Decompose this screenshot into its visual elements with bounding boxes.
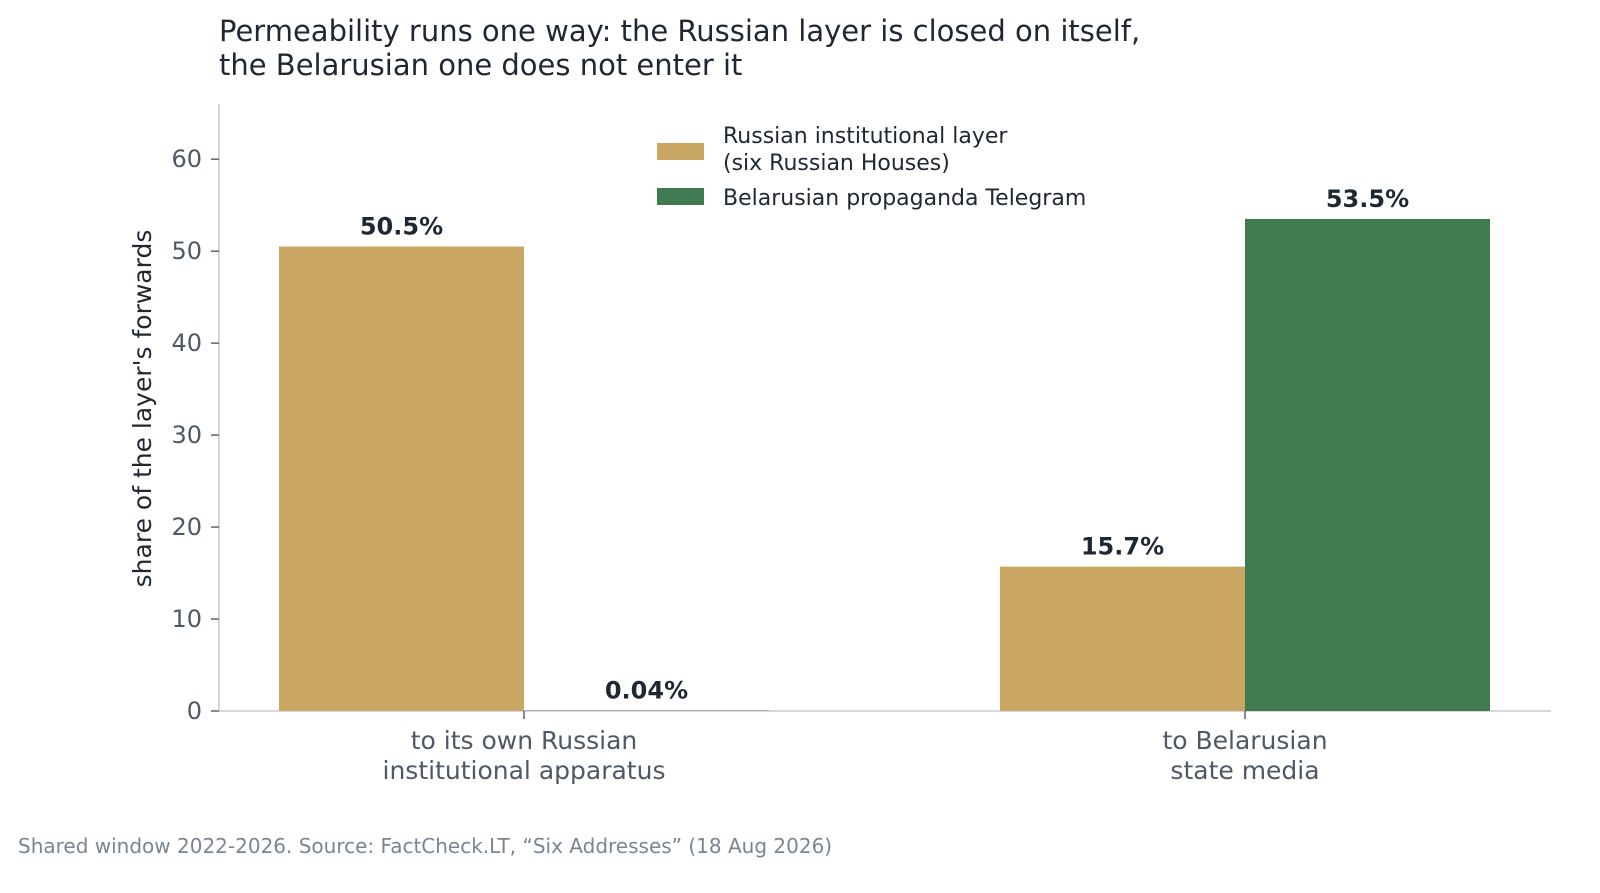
- title-line-1: Permeability runs one way: the Russian l…: [219, 14, 1140, 48]
- source-note-text: Shared window 2022-2026. Source: FactChe…: [18, 834, 832, 858]
- bar-series1-cat1: [279, 246, 524, 711]
- bars: [279, 218, 1490, 711]
- y-tick-label: 20: [171, 513, 202, 541]
- legend-label-series2: Belarusian propaganda Telegram: [723, 186, 1086, 211]
- data-label-series2-cat2: 53.5%: [1326, 185, 1409, 213]
- bar-series1-cat2: [1000, 566, 1245, 711]
- x-category-label: to Belarusian: [1162, 726, 1327, 755]
- data-label-series1-cat2: 15.7%: [1081, 533, 1164, 561]
- y-axis-title: share of the layer's forwards: [128, 230, 157, 588]
- y-tick-label: 60: [171, 145, 202, 173]
- y-axis-label: share of the layer's forwards: [128, 230, 157, 588]
- x-category-label: institutional apparatus: [383, 756, 666, 785]
- legend: Russian institutional layer(six Russian …: [657, 124, 1086, 211]
- data-labels: 50.5% 15.7% 0.04% 53.5%: [360, 185, 1409, 705]
- legend-label-series1: (six Russian Houses): [723, 151, 950, 176]
- y-tick-label: 30: [171, 421, 202, 449]
- bar-series2-cat2: [1245, 218, 1490, 711]
- legend-swatch-series2: [657, 188, 704, 205]
- y-tick-label: 40: [171, 329, 202, 357]
- source-note: Shared window 2022-2026. Source: FactChe…: [18, 834, 832, 858]
- legend-swatch-series1: [657, 143, 704, 160]
- title-line-2: the Belarusian one does not enter it: [219, 48, 742, 82]
- y-axis-ticks: 0 10 20 30 40 50 60: [171, 145, 219, 725]
- y-tick-label: 10: [171, 605, 202, 633]
- data-label-series2-cat1: 0.04%: [605, 677, 688, 705]
- y-tick-label: 50: [171, 237, 202, 265]
- x-category-label: state media: [1170, 756, 1319, 785]
- y-tick-label: 0: [187, 697, 202, 725]
- data-label-series1-cat1: 50.5%: [360, 213, 443, 241]
- legend-label-series1: Russian institutional layer: [723, 124, 1008, 149]
- x-category-label: to its own Russian: [411, 726, 638, 755]
- chart-title: Permeability runs one way: the Russian l…: [219, 14, 1140, 82]
